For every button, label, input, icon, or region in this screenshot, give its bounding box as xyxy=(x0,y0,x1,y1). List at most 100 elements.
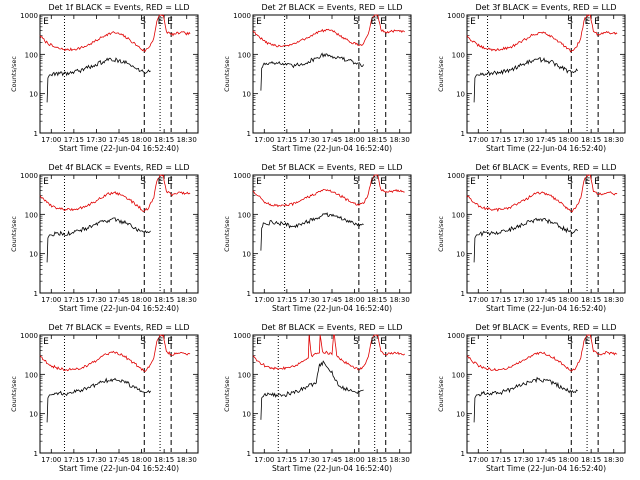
x-tick-label: 17:30 xyxy=(299,136,319,144)
panel-title: Det 7f BLACK = Events, RED = LLD xyxy=(48,323,189,332)
x-tick-label: 17:30 xyxy=(299,296,319,304)
event-marker-label: S xyxy=(353,337,359,347)
event-marker-label: E xyxy=(585,177,591,187)
x-tick-label: 17:00 xyxy=(41,456,61,464)
lld-series-line xyxy=(39,14,191,52)
x-tick-label: 17:15 xyxy=(64,456,84,464)
y-tick-label: 1 xyxy=(34,290,38,298)
events-series-line xyxy=(473,376,578,423)
x-axis-title: Start Time (22-Jun-04 16:52:40) xyxy=(272,464,392,473)
panel-det-9f: Det 9f BLACK = Events, RED = LLD Counts/s… xyxy=(437,323,626,473)
lld-series-line xyxy=(252,334,405,371)
x-axis-title: Start Time (22-Jun-04 16:52:40) xyxy=(59,304,179,313)
y-tick-label: 100 xyxy=(25,211,38,219)
event-marker-label: S xyxy=(567,17,573,27)
y-tick-label: 1000 xyxy=(447,172,465,180)
y-axis-title: Counts/sec xyxy=(10,56,18,92)
x-tick-label: 18:00 xyxy=(344,296,364,304)
panel-title: Det 5f BLACK = Events, RED = LLD xyxy=(261,163,402,172)
x-tick-label: 17:15 xyxy=(64,296,84,304)
y-tick-label: 100 xyxy=(25,51,38,59)
lld-series-line xyxy=(252,174,405,208)
event-marker-label: E xyxy=(470,17,476,27)
x-axis-title: Start Time (22-Jun-04 16:52:40) xyxy=(59,144,179,153)
event-marker-label: E xyxy=(167,177,173,187)
events-series-line xyxy=(260,360,364,420)
y-tick-label: 1000 xyxy=(233,12,251,20)
event-marker-label: E xyxy=(585,17,591,27)
y-axis-title: Counts/sec xyxy=(223,56,231,92)
y-tick-label: 100 xyxy=(452,211,465,219)
events-series-line xyxy=(46,57,151,103)
x-tick-label: 18:00 xyxy=(344,136,364,144)
x-tick-label: 18:15 xyxy=(154,136,174,144)
events-series-line xyxy=(473,57,578,103)
event-marker-label: S xyxy=(567,177,573,187)
x-tick-label: 17:15 xyxy=(277,296,297,304)
event-marker-label: E xyxy=(158,17,164,27)
y-tick-label: 1000 xyxy=(233,172,251,180)
event-marker-label: E xyxy=(43,337,49,347)
y-tick-label: 1000 xyxy=(233,332,251,340)
panel-title: Det 3f BLACK = Events, RED = LLD xyxy=(475,3,616,12)
x-tick-label: 17:45 xyxy=(322,456,342,464)
x-tick-label: 17:00 xyxy=(254,296,274,304)
x-tick-label: 17:45 xyxy=(109,456,129,464)
lld-series-line xyxy=(252,14,405,48)
y-tick-label: 100 xyxy=(452,51,465,59)
x-axis-title: Start Time (22-Jun-04 16:52:40) xyxy=(486,144,606,153)
y-tick-label: 1000 xyxy=(447,332,465,340)
x-tick-label: 17:15 xyxy=(277,456,297,464)
event-marker-label: E xyxy=(256,17,262,27)
event-marker-label: E xyxy=(371,177,377,187)
panel-det-5f: Det 5f BLACK = Events, RED = LLD Counts/s… xyxy=(223,163,412,313)
y-tick-label: 1 xyxy=(34,130,38,138)
panel-det-7f: Det 7f BLACK = Events, RED = LLD Counts/s… xyxy=(10,323,199,473)
event-marker-label: E xyxy=(380,177,386,187)
y-tick-label: 1000 xyxy=(20,172,38,180)
event-marker-label: E xyxy=(256,177,262,187)
y-axis-title: Counts/sec xyxy=(223,376,231,412)
events-series-line xyxy=(46,217,151,263)
x-tick-label: 18:30 xyxy=(390,456,410,464)
lld-series-line xyxy=(466,14,618,53)
x-tick-label: 18:15 xyxy=(367,136,387,144)
x-tick-label: 18:15 xyxy=(581,456,601,464)
event-marker-label: E xyxy=(380,17,386,27)
event-marker-label: S xyxy=(567,337,573,347)
lld-series-line xyxy=(466,174,618,213)
events-series-line xyxy=(46,377,151,423)
event-marker-label: S xyxy=(140,337,146,347)
y-tick-label: 10 xyxy=(242,251,251,259)
x-tick-label: 17:30 xyxy=(299,456,319,464)
y-tick-label: 10 xyxy=(242,411,251,419)
x-tick-label: 17:00 xyxy=(41,136,61,144)
x-tick-label: 18:30 xyxy=(390,296,410,304)
x-tick-label: 17:45 xyxy=(536,456,556,464)
event-marker-label: E xyxy=(371,337,377,347)
x-tick-label: 17:30 xyxy=(513,456,533,464)
panel-det-8f: Det 8f BLACK = Events, RED = LLD Counts/s… xyxy=(223,323,412,473)
x-tick-label: 17:45 xyxy=(322,296,342,304)
x-tick-label: 18:15 xyxy=(581,136,601,144)
panel-title: Det 4f BLACK = Events, RED = LLD xyxy=(48,163,189,172)
x-tick-label: 18:30 xyxy=(604,296,624,304)
y-axis-title: Counts/sec xyxy=(10,216,18,252)
y-axis-title: Counts/sec xyxy=(437,216,445,252)
x-tick-label: 18:30 xyxy=(177,136,197,144)
x-axis-title: Start Time (22-Jun-04 16:52:40) xyxy=(486,304,606,313)
y-tick-label: 1000 xyxy=(447,12,465,20)
x-tick-label: 17:45 xyxy=(536,136,556,144)
event-marker-label: E xyxy=(594,17,600,27)
x-tick-label: 18:30 xyxy=(177,456,197,464)
x-tick-label: 17:00 xyxy=(468,456,488,464)
x-tick-label: 17:00 xyxy=(468,136,488,144)
event-marker-label: E xyxy=(167,17,173,27)
lld-series-line xyxy=(39,334,191,372)
y-axis-title: Counts/sec xyxy=(223,216,231,252)
x-tick-label: 18:15 xyxy=(367,456,387,464)
x-tick-label: 17:15 xyxy=(491,456,511,464)
x-tick-label: 18:30 xyxy=(177,296,197,304)
x-tick-label: 18:30 xyxy=(390,136,410,144)
